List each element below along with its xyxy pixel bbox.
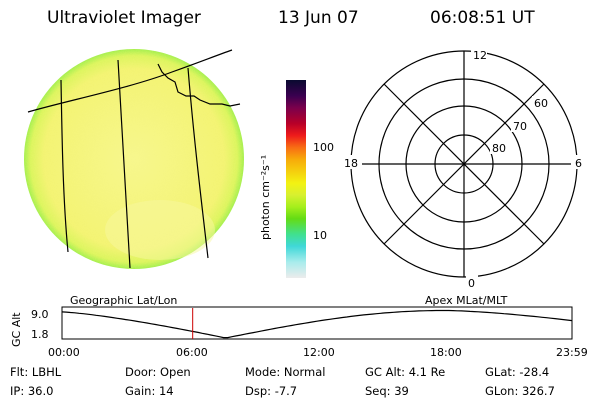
lat-label-60: 60: [534, 97, 548, 110]
time-tick-0600: 06:00: [176, 346, 208, 359]
apex-label: Apex MLat/MLT: [425, 294, 508, 307]
geographic-grid-lines: [27, 49, 241, 269]
geographic-label: Geographic Lat/Lon: [70, 294, 178, 307]
date-label: 13 Jun 07: [278, 8, 359, 28]
color-scale-bar: [286, 80, 306, 278]
mlt-label-0: 0: [468, 277, 475, 290]
alt-axis-label: GC Alt: [10, 312, 23, 347]
info-flt: Flt: LBHL: [10, 365, 62, 379]
time-tick-1200: 12:00: [303, 346, 335, 359]
time-tick-1800: 18:00: [430, 346, 462, 359]
altitude-plot: 9.0 1.8 GC Alt: [10, 306, 573, 347]
info-mode: Mode: Normal: [245, 365, 326, 379]
app-title: Ultraviolet Imager: [47, 8, 201, 28]
info-ip: IP: 36.0: [10, 384, 54, 398]
info-gain: Gain: 14: [125, 384, 174, 398]
polar-plot: 12 18 6 0 60 70 80: [340, 48, 583, 290]
time-tick-2359: 23:59: [556, 346, 588, 359]
info-seq: Seq: 39: [365, 384, 409, 398]
mlt-label-6: 6: [575, 157, 582, 170]
altitude-curve: [61, 309, 573, 339]
info-dsp: Dsp: -7.7: [245, 384, 298, 398]
info-glon: GLon: 326.7: [485, 384, 555, 398]
info-gc-alt: GC Alt: 4.1 Re: [365, 365, 446, 379]
time-label: 06:08:51 UT: [430, 8, 535, 28]
alt-tick-9: 9.0: [31, 308, 49, 321]
colorbar-tick-100: 100: [313, 141, 334, 154]
lat-label-80: 80: [492, 142, 506, 155]
time-tick-0000: 00:00: [48, 346, 80, 359]
info-glat: GLat: -28.4: [485, 365, 550, 379]
colorbar-tick-10: 10: [313, 229, 327, 242]
alt-tick-1-8: 1.8: [31, 328, 49, 341]
mlt-label-12: 12: [473, 49, 487, 62]
lat-label-70: 70: [513, 120, 527, 133]
info-door: Door: Open: [125, 365, 191, 379]
colorbar-unit-label: photon cm⁻²s⁻¹: [259, 154, 272, 240]
mlt-label-18: 18: [344, 157, 358, 170]
